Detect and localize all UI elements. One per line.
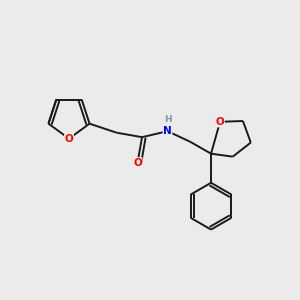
Text: O: O [133,158,142,168]
Text: H: H [164,115,171,124]
Text: O: O [216,117,224,127]
Text: N: N [163,126,172,136]
Text: O: O [64,134,74,144]
